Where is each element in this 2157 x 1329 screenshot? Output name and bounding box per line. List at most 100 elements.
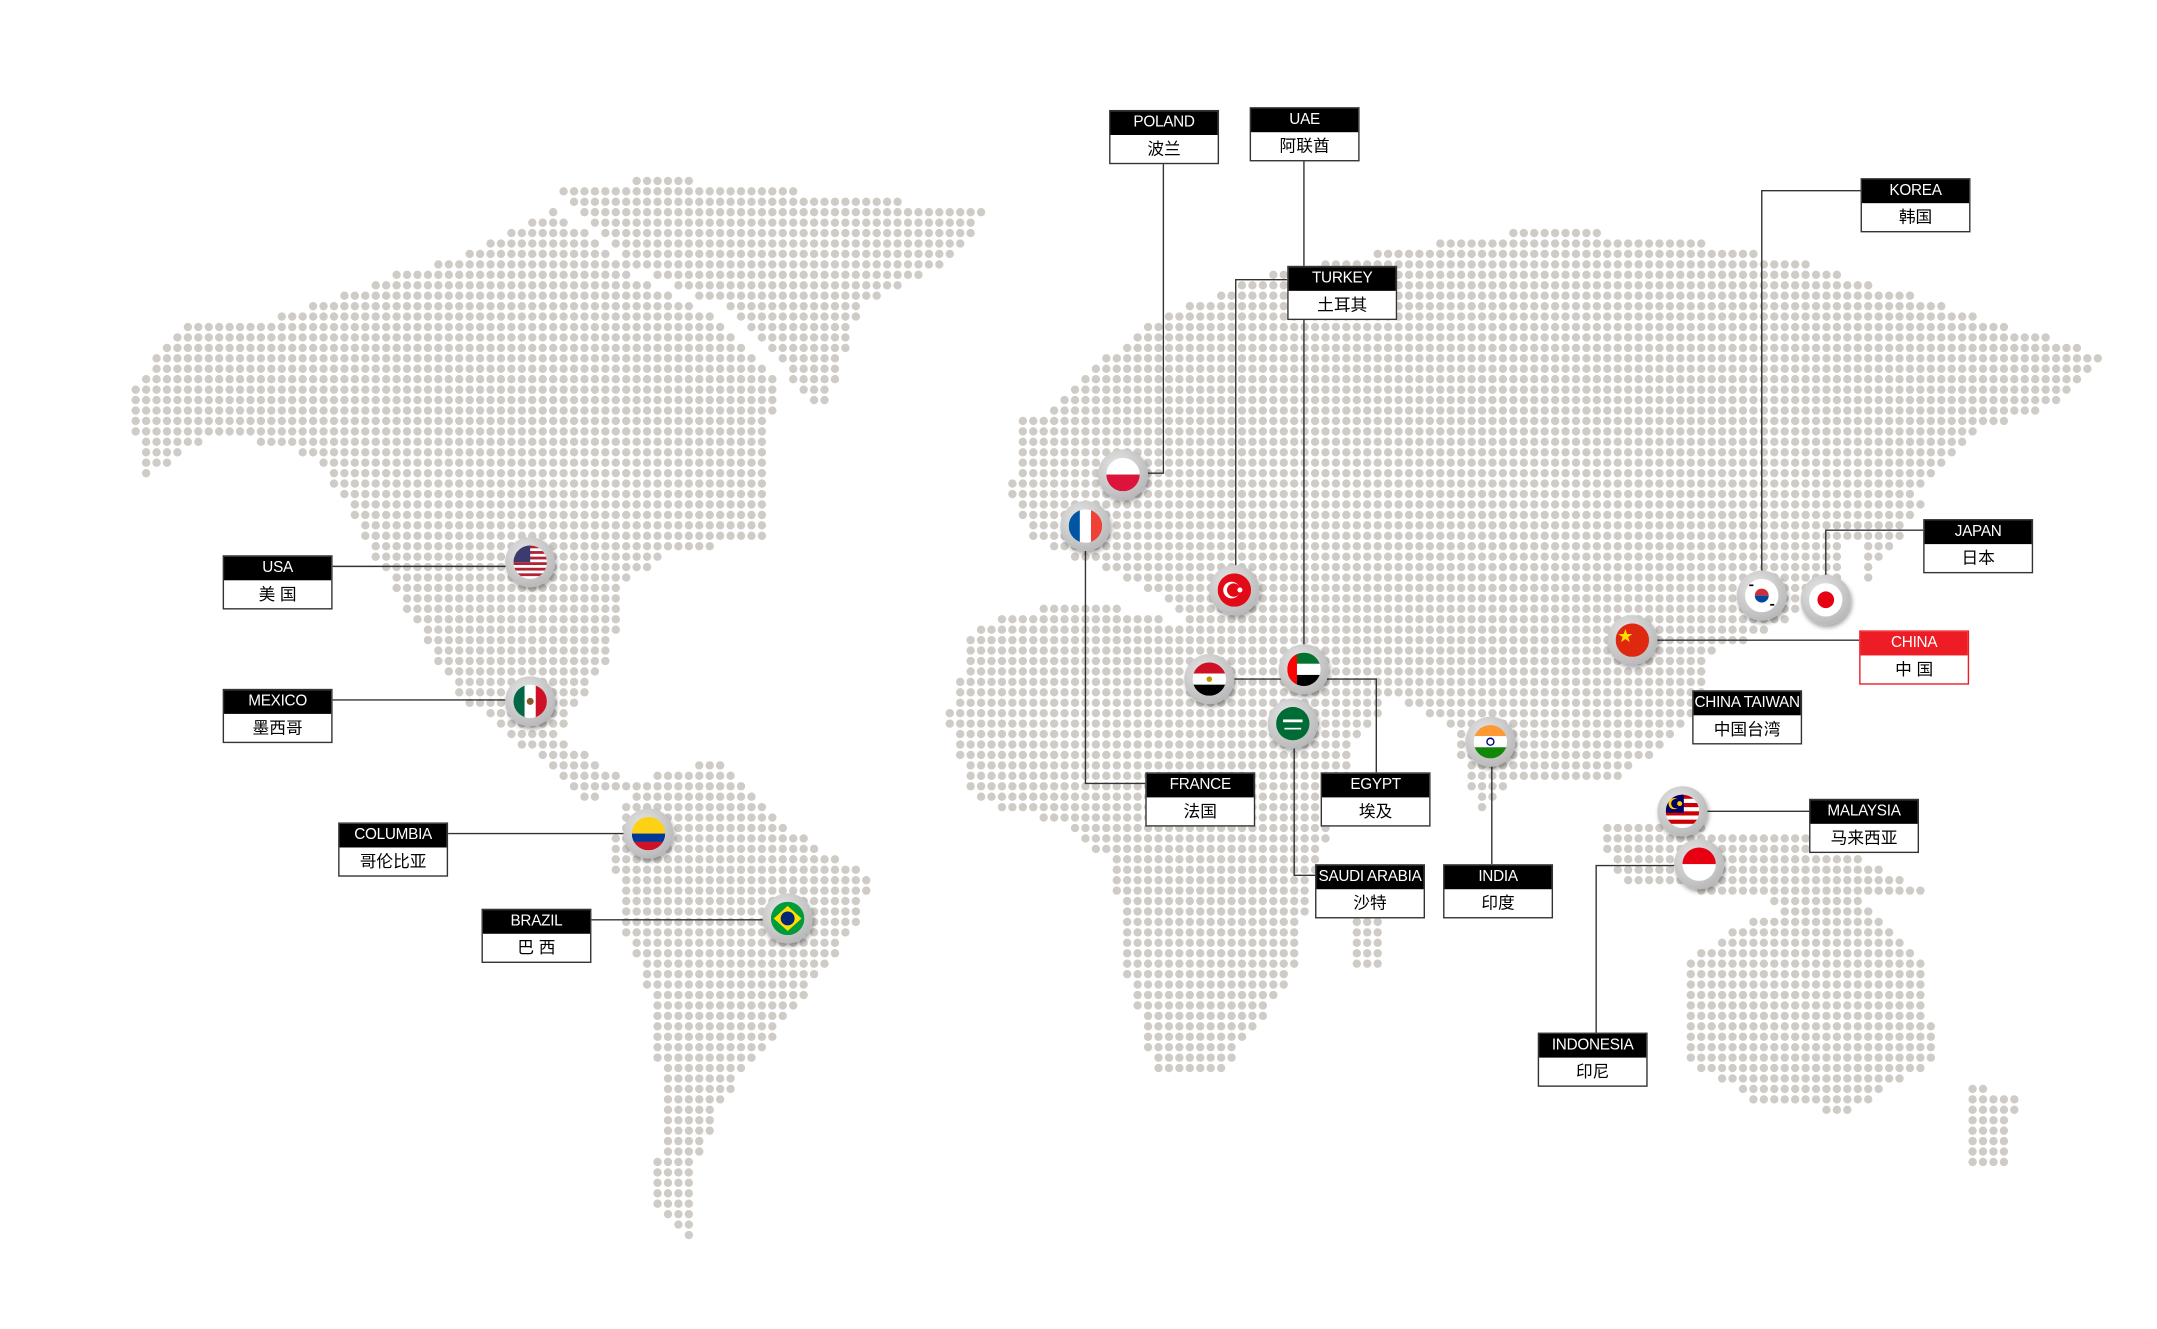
map-dot: [1770, 416, 1779, 426]
map-dot: [642, 510, 652, 520]
map-dot: [486, 427, 495, 436]
map-dot: [1029, 521, 1038, 530]
map-dot: [1634, 542, 1643, 551]
map-dot: [1331, 395, 1341, 405]
map-dot: [277, 416, 286, 426]
map-dot: [924, 260, 934, 269]
map-dot: [1488, 552, 1497, 561]
map-dot: [475, 333, 485, 342]
map-dot: [622, 333, 631, 342]
map-dot: [695, 521, 704, 530]
map-dot: [1801, 489, 1810, 499]
map-dot: [1582, 500, 1591, 509]
map-dot: [2010, 333, 2019, 342]
map-dot: [695, 218, 704, 227]
map-dot: [402, 416, 412, 426]
map-dot: [1321, 458, 1330, 467]
map-dot: [1634, 573, 1643, 582]
map-dot: [1425, 625, 1435, 634]
map-dot: [1404, 281, 1414, 290]
map-dot: [830, 354, 840, 363]
map-dot: [590, 333, 600, 342]
map-dot: [1269, 416, 1278, 426]
map-dot: [1415, 468, 1424, 478]
map-dot: [475, 395, 485, 405]
map-dot: [1530, 489, 1539, 499]
map-dot: [1895, 385, 1904, 394]
map-dot: [1206, 375, 1215, 384]
map-dot: [486, 322, 495, 332]
map-dot: [1175, 635, 1184, 645]
map-dot: [1811, 510, 1821, 520]
map-dot: [1749, 260, 1758, 269]
map-dot: [1623, 594, 1633, 603]
map-dot: [622, 343, 631, 353]
map-dot: [1446, 583, 1455, 593]
map-dot: [1342, 354, 1351, 363]
map-dot: [569, 281, 579, 290]
map-dot: [1968, 354, 1977, 363]
map-dot: [1864, 427, 1873, 436]
map-dot: [695, 458, 704, 467]
map-dot: [674, 395, 683, 405]
map-dot: [507, 427, 516, 436]
map-dot: [2072, 375, 2082, 384]
map-dot: [1352, 594, 1361, 603]
map-dot: [1488, 562, 1497, 572]
map-dot: [1686, 385, 1695, 394]
map-dot: [559, 333, 568, 342]
map-dot: [548, 635, 558, 645]
map-dot: [1550, 500, 1560, 509]
map-dot: [1321, 604, 1330, 613]
map-dot: [757, 521, 767, 530]
map-dot: [1436, 322, 1445, 332]
map-dot: [141, 385, 151, 394]
map-dot: [381, 385, 391, 394]
map-dot: [319, 312, 328, 321]
map-dot: [1237, 416, 1247, 426]
map-dot: [590, 260, 600, 269]
map-dot: [1728, 333, 1737, 342]
map-dot: [736, 228, 746, 238]
map-dot: [1697, 573, 1706, 582]
map-dot: [1623, 427, 1633, 436]
map-dot: [507, 354, 516, 363]
map-dot: [726, 458, 735, 467]
map-dot: [1738, 281, 1748, 290]
map-dot: [1874, 416, 1883, 426]
map-dot: [1582, 635, 1591, 645]
map-dot: [1832, 468, 1842, 478]
map-dot: [1561, 542, 1570, 551]
map-dot: [1425, 249, 1435, 259]
map-dot: [1373, 594, 1382, 603]
map-dot: [1801, 458, 1810, 467]
map-dot: [455, 364, 464, 373]
map-dot: [736, 448, 746, 457]
map-dot: [1550, 354, 1560, 363]
map-dot: [1237, 479, 1247, 488]
map-dot: [225, 416, 234, 426]
map-dot: [747, 437, 756, 447]
map-dot: [632, 218, 641, 227]
map-dot: [538, 364, 547, 373]
map-dot: [1697, 406, 1706, 415]
map-dot: [1488, 604, 1497, 613]
map-dot: [1269, 364, 1278, 373]
map-dot: [768, 187, 777, 196]
map-dot: [1123, 343, 1132, 353]
map-dot: [1519, 416, 1528, 426]
map-dot: [757, 489, 767, 499]
map-dot: [1937, 395, 1946, 405]
map-dot: [1258, 375, 1268, 384]
map-dot: [684, 406, 694, 415]
map-dot: [663, 260, 673, 269]
map-dot: [820, 364, 829, 373]
map-dot: [559, 395, 568, 405]
map-dot: [528, 333, 537, 342]
map-dot: [1488, 249, 1497, 259]
map-dot: [1498, 500, 1508, 509]
map-dot: [1561, 552, 1570, 561]
map-dot: [1603, 375, 1612, 384]
map-dot: [1676, 239, 1685, 248]
map-dot: [559, 458, 568, 467]
